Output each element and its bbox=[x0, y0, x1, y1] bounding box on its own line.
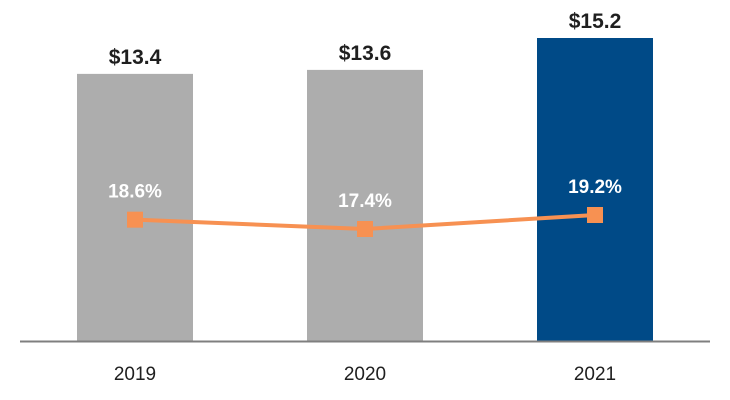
x-tick-label-2019: 2019 bbox=[114, 364, 156, 385]
x-tick-labels: 2019 2020 2021 bbox=[114, 364, 616, 385]
line-marker-2019 bbox=[127, 211, 143, 228]
x-tick-label-2021: 2021 bbox=[574, 364, 616, 385]
line-marker-2021 bbox=[587, 207, 603, 223]
bar-series bbox=[77, 38, 653, 341]
bar-2021 bbox=[537, 38, 653, 341]
bar-2019 bbox=[77, 73, 193, 341]
line-value-label-2019: 18.6% bbox=[108, 182, 162, 203]
bar-2020 bbox=[307, 69, 423, 341]
bar-value-label-2019: $13.4 bbox=[109, 46, 162, 69]
bar-value-label-2021: $15.2 bbox=[569, 10, 622, 33]
line-value-labels: 18.6% 17.4% 19.2% bbox=[108, 177, 622, 212]
bar-value-label-2020: $13.6 bbox=[339, 42, 392, 65]
x-tick-label-2020: 2020 bbox=[344, 364, 386, 385]
bar-value-labels: $13.4 $13.6 $15.2 bbox=[109, 10, 622, 69]
line-value-label-2020: 17.4% bbox=[338, 191, 392, 212]
line-series bbox=[127, 207, 603, 237]
line-value-label-2021: 19.2% bbox=[568, 177, 622, 198]
line-marker-2020 bbox=[357, 221, 373, 237]
